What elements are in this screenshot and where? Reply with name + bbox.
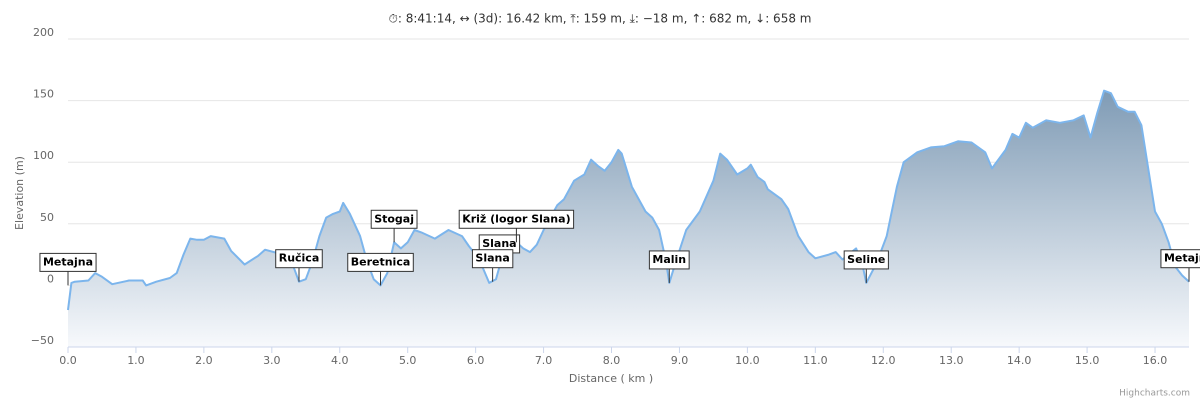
annotation-label: Stogaj: [374, 212, 414, 225]
x-tick-label: 10.0: [735, 354, 760, 367]
annotation: Slana: [471, 249, 514, 282]
annotation: Metajna: [1160, 249, 1200, 282]
x-tick-label: 4.0: [331, 354, 349, 367]
annotation-box: [458, 209, 575, 229]
credits[interactable]: Highcharts.com: [1119, 389, 1190, 399]
x-tick-label: 13.0: [939, 354, 964, 367]
annotation: Seline: [843, 250, 889, 283]
x-tick-label: 8.0: [603, 354, 621, 367]
x-tick-label: 2.0: [195, 354, 213, 367]
annotation-label: Seline: [847, 253, 885, 266]
y-tick-label: 150: [33, 88, 54, 101]
annotation: Malin: [648, 250, 690, 283]
x-axis-title: Distance ( km ): [569, 372, 653, 385]
chart-title: ⏱: 8:41:14, ↔ (3d): 16.42 km, ⤒: 159 m, …: [389, 12, 812, 26]
annotation-box: [471, 249, 514, 269]
annotation-label: Ručica: [279, 252, 320, 265]
annotation-box: [39, 252, 97, 272]
y-axis-title: Elevation (m): [13, 156, 26, 230]
annotation-label: Metajna: [1164, 252, 1200, 265]
annotation: Stogaj: [370, 209, 418, 243]
x-tick-label: 3.0: [263, 354, 281, 367]
x-tick-label: 1.0: [127, 354, 145, 367]
y-tick-label: 100: [33, 149, 54, 162]
y-tick-label: −50: [31, 334, 54, 347]
x-tick-label: 15.0: [1075, 354, 1100, 367]
x-tick-label: 11.0: [803, 354, 828, 367]
y-tick-label: 0: [47, 272, 54, 285]
x-tick-label: 14.0: [1007, 354, 1032, 367]
annotation: Slana: [478, 234, 521, 267]
annotation-box: [1160, 249, 1200, 269]
annotation: Beretnica: [347, 252, 414, 286]
annotation-label: Slana: [475, 252, 509, 265]
annotation-label: Malin: [652, 253, 686, 266]
x-tick-label: 9.0: [671, 354, 689, 367]
annotation-box: [370, 209, 418, 229]
annotation-label: Metajna: [43, 255, 93, 268]
x-tick-label: 0.0: [59, 354, 77, 367]
annotation-label: Križ (logor Slana): [462, 212, 570, 225]
x-tick-label: 5.0: [399, 354, 417, 367]
y-tick-label: 50: [40, 211, 54, 224]
annotation: Metajna: [39, 252, 97, 286]
annotation: Ručica: [275, 249, 323, 282]
x-tick-label: 12.0: [871, 354, 896, 367]
annotation: Križ (logor Slana): [458, 209, 575, 243]
annotation-label: Slana: [482, 237, 516, 250]
annotation-box: [843, 250, 889, 270]
x-tick-label: 7.0: [535, 354, 553, 367]
elevation-line: [67, 89, 1190, 311]
annotation-box: [648, 250, 690, 270]
x-tick-label: 16.0: [1143, 354, 1168, 367]
y-tick-label: 200: [33, 26, 54, 39]
annotation-label: Beretnica: [351, 255, 411, 268]
annotation-box: [275, 249, 323, 269]
annotation-box: [347, 252, 414, 272]
area-fill: [68, 90, 1189, 347]
x-tick-label: 6.0: [467, 354, 485, 367]
